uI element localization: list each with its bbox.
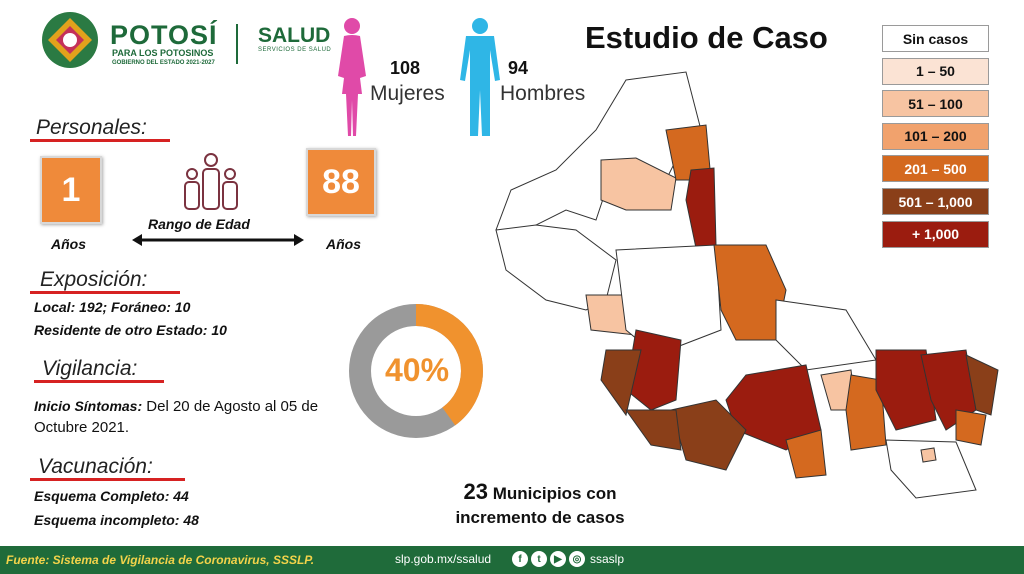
- municipios-line2: incremento de casos: [455, 508, 625, 527]
- legend-item: 201 – 500: [882, 155, 989, 183]
- vigilancia-heading: Vigilancia:: [42, 357, 138, 380]
- vacunacion-underline: [30, 478, 185, 481]
- map-region-orange-se: [955, 409, 987, 446]
- man-figure-icon: [460, 18, 500, 136]
- exposicion-line2: Residente de otro Estado: 10: [34, 322, 227, 338]
- legend-item: 1 – 50: [882, 57, 989, 85]
- map-region-brown-sw: [625, 409, 682, 451]
- facebook-icon[interactable]: f: [512, 551, 528, 567]
- map-region-red-center: [725, 364, 822, 451]
- map-region-red-east1: [875, 349, 937, 431]
- exposicion-underline: [30, 291, 180, 294]
- state-map: [495, 71, 999, 499]
- vacunacion-line1: Esquema Completo: 44: [34, 488, 189, 504]
- footer-source: Fuente: Sistema de Vigilancia de Coronav…: [6, 553, 315, 567]
- percent-donut: [349, 304, 483, 438]
- municipios-text: 23 Municipios con incremento de casos: [420, 480, 660, 530]
- map-region-center: [615, 244, 722, 356]
- map-region-east-white: [775, 299, 877, 371]
- age-range-arrow: [132, 234, 304, 246]
- vacunacion-line2: Esquema incompleto: 48: [34, 512, 199, 528]
- min-age-box: 1: [40, 156, 102, 224]
- brand-subtitle: PARA LOS POTOSINOS: [112, 48, 214, 58]
- vigilancia-label: Inicio Síntomas:: [34, 398, 143, 414]
- vacunacion-heading: Vacunación:: [38, 455, 153, 478]
- women-count: 108: [390, 58, 421, 78]
- legend-item: + 1,000: [882, 220, 989, 248]
- instagram-icon[interactable]: ◎: [569, 551, 585, 567]
- vigilancia-underline: [34, 380, 164, 383]
- footer-url[interactable]: slp.gob.mx/ssalud: [395, 552, 492, 566]
- twitter-icon[interactable]: t: [531, 551, 547, 567]
- max-age-box: 88: [306, 148, 376, 216]
- map-region-red-north: [685, 167, 717, 249]
- brand-title: POTOSÍ: [110, 20, 218, 50]
- page-title: Estudio de Caso: [585, 20, 828, 55]
- map-region-brown-east: [965, 354, 999, 416]
- map-region-tiny: [920, 447, 937, 463]
- women-label: Mujeres: [370, 82, 445, 105]
- map-region-north: [495, 71, 702, 241]
- men-label: Hombres: [500, 82, 586, 105]
- map-region-brown-west: [600, 349, 642, 417]
- men-count: 94: [508, 58, 529, 78]
- legend-item: 101 – 200: [882, 122, 989, 150]
- exposicion-heading: Exposición:: [40, 268, 148, 291]
- personales-underline: [30, 139, 170, 142]
- footer-handle[interactable]: ssaslp: [590, 552, 625, 566]
- people-group-icon: [184, 153, 238, 210]
- map-region-orange-south: [785, 429, 827, 479]
- age-range-label: Rango de Edad: [148, 216, 250, 232]
- donut-fill: [349, 304, 483, 438]
- legend-item: Sin casos: [882, 25, 989, 52]
- municipios-count: 23: [463, 479, 488, 504]
- salud-subtitle: SERVICIOS DE SALUD: [258, 47, 332, 53]
- municipios-line1: Municipios con: [492, 484, 617, 503]
- personales-heading: Personales:: [36, 116, 147, 139]
- woman-figure-icon: [338, 18, 366, 136]
- max-age-unit: Años: [326, 236, 361, 252]
- vigilancia-text: Inicio Síntomas: Del 20 de Agosto al 05 …: [34, 396, 344, 438]
- exposicion-line1: Local: 192; Foráneo: 10: [34, 299, 191, 315]
- map-region-brown-south: [670, 399, 747, 471]
- potosi-logo-icon: [42, 12, 98, 68]
- legend-item: 501 – 1,000: [882, 188, 989, 215]
- salud-title: SALUD: [258, 24, 331, 47]
- map-region-orange-center: [713, 244, 787, 341]
- vigilancia-dates: Del 20 de Agosto al 05 de Octubre 2021.: [34, 398, 319, 436]
- map-region-huasteca: [885, 439, 977, 499]
- youtube-icon[interactable]: ▶: [550, 551, 566, 567]
- brand-separator: [236, 24, 238, 64]
- legend-item: 51 – 100: [882, 90, 989, 118]
- map-region-light: [600, 157, 677, 211]
- percent-label: 40%: [384, 352, 450, 388]
- min-age-unit: Años: [51, 236, 86, 252]
- brand-gov: GOBIERNO DEL ESTADO 2021-2027: [112, 60, 215, 66]
